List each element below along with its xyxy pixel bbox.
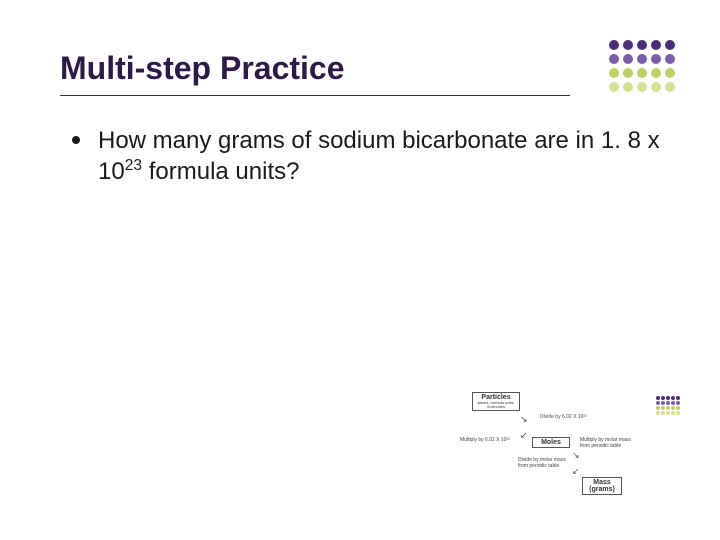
- decorative-dot: [676, 396, 680, 400]
- diagram-label-2: Multiply by 6.02 X 10²³: [460, 437, 510, 443]
- arrow-4: ↙: [572, 466, 580, 477]
- bullet-icon: [72, 136, 80, 144]
- decorative-dot: [656, 406, 660, 410]
- decorative-dot: [676, 401, 680, 405]
- decorative-dot: [666, 406, 670, 410]
- content-row: How many grams of sodium bicarbonate are…: [60, 126, 660, 187]
- diagram-box-mass: Mass (grams): [582, 477, 622, 495]
- decorative-dot: [671, 411, 675, 415]
- corner-dots-top: [609, 40, 675, 92]
- decorative-dot: [665, 40, 675, 50]
- decorative-dot: [637, 82, 647, 92]
- conversion-diagram: Particles atoms, formula units, molecule…: [470, 392, 640, 512]
- decorative-dot: [609, 40, 619, 50]
- decorative-dot: [651, 40, 661, 50]
- decorative-dot: [661, 406, 665, 410]
- decorative-dot: [637, 54, 647, 64]
- decorative-dot: [665, 54, 675, 64]
- decorative-dot: [665, 68, 675, 78]
- corner-dots-small: [656, 396, 680, 415]
- decorative-dot: [671, 401, 675, 405]
- decorative-dot: [623, 68, 633, 78]
- decorative-dot: [609, 68, 619, 78]
- decorative-dot: [637, 68, 647, 78]
- decorative-dot: [676, 411, 680, 415]
- decorative-dot: [666, 401, 670, 405]
- body-text: How many grams of sodium bicarbonate are…: [98, 126, 660, 187]
- decorative-dot: [623, 40, 633, 50]
- slide: Multi-step Practice How many grams of so…: [0, 0, 720, 540]
- arrow-3: ↘: [572, 450, 580, 461]
- decorative-dot: [609, 54, 619, 64]
- decorative-dot: [665, 82, 675, 92]
- decorative-dot: [623, 82, 633, 92]
- decorative-dot: [676, 406, 680, 410]
- box1-sub: atoms, formula units, molecules: [476, 401, 516, 409]
- diagram-box-moles: Moles: [532, 437, 570, 448]
- decorative-dot: [661, 396, 665, 400]
- decorative-dot: [656, 411, 660, 415]
- arrow-2: ↙: [520, 430, 528, 441]
- decorative-dot: [609, 82, 619, 92]
- decorative-dot: [651, 68, 661, 78]
- body-post: formula units?: [142, 158, 299, 185]
- slide-title: Multi-step Practice: [60, 50, 570, 96]
- decorative-dot: [671, 406, 675, 410]
- decorative-dot: [661, 401, 665, 405]
- diagram-label-3: Multiply by molar mass from periodic tab…: [580, 437, 635, 449]
- decorative-dot: [637, 40, 647, 50]
- diagram-label-1: Divide by 6.02 X 10²³: [540, 414, 587, 420]
- decorative-dot: [666, 411, 670, 415]
- decorative-dot: [651, 82, 661, 92]
- arrow-1: ↘: [520, 414, 528, 425]
- body-exp: 23: [125, 157, 142, 174]
- decorative-dot: [623, 54, 633, 64]
- decorative-dot: [671, 396, 675, 400]
- decorative-dot: [651, 54, 661, 64]
- decorative-dot: [661, 411, 665, 415]
- diagram-label-4: Divide by molar mass from periodic table: [518, 457, 573, 469]
- decorative-dot: [656, 401, 660, 405]
- decorative-dot: [666, 396, 670, 400]
- decorative-dot: [656, 396, 660, 400]
- diagram-box-particles: Particles atoms, formula units, molecule…: [472, 392, 520, 411]
